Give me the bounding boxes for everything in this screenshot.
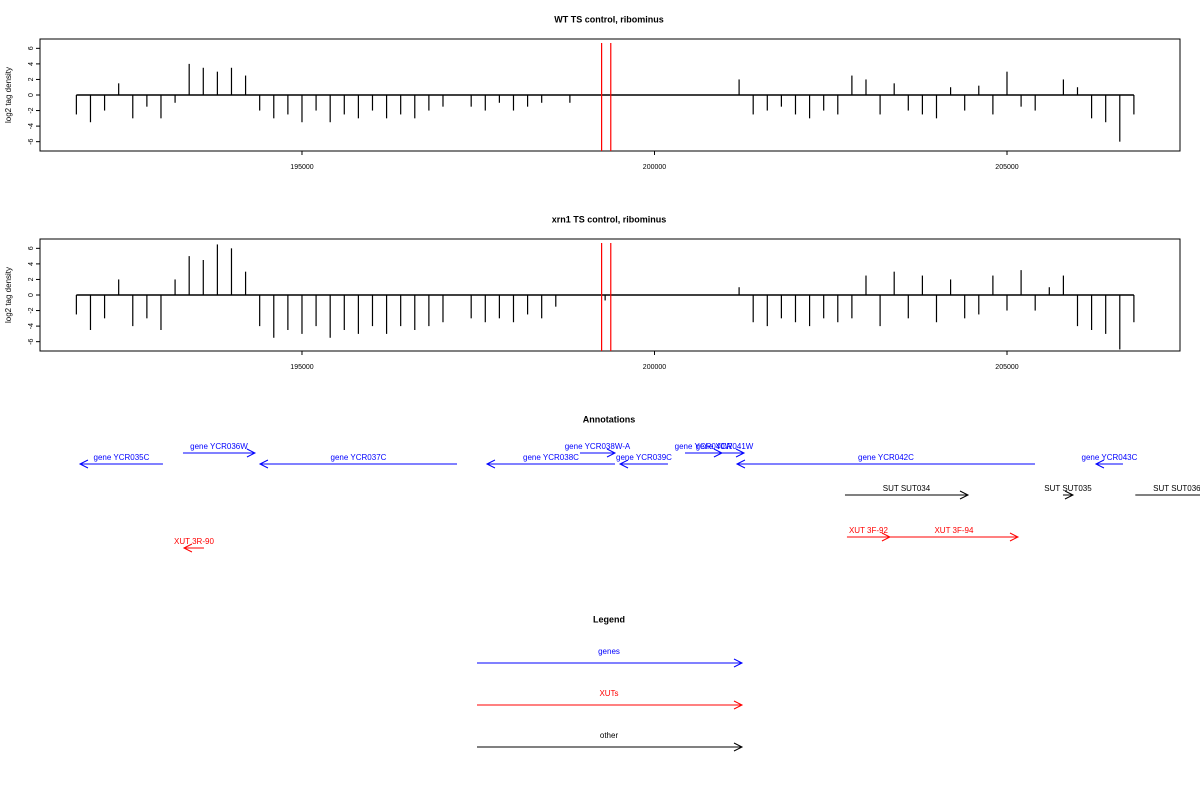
annotations-title: Annotations <box>583 414 636 424</box>
y-axis-label: log2 tag density <box>4 267 13 323</box>
y-tick-label: 0 <box>28 293 35 297</box>
feature-label: gene YCR042C <box>858 453 914 462</box>
feature-arrow-head <box>606 448 617 458</box>
x-tick-label: 200000 <box>643 364 666 371</box>
legend-arrow-head <box>733 658 744 668</box>
y-tick-label: -6 <box>28 338 35 344</box>
feature-label: SUT SUT036 <box>1153 484 1200 493</box>
feature-arrow-head <box>618 459 629 469</box>
y-tick-label: -4 <box>28 123 35 129</box>
legend-label: other <box>600 731 619 740</box>
feature-label: SUT SUT035 <box>1044 484 1092 493</box>
y-tick-label: -6 <box>28 138 35 144</box>
y-tick-label: 6 <box>28 246 35 250</box>
feature-arrow-head <box>881 532 892 542</box>
x-tick-label: 205000 <box>995 364 1018 371</box>
feature-label: gene YCR035C <box>94 453 150 462</box>
legend-label: XUTs <box>599 689 618 698</box>
legend-label: genes <box>598 647 620 656</box>
feature-label: gene YCR039C <box>616 453 672 462</box>
feature-label: gene YCR040W <box>675 442 733 451</box>
feature-label: gene YCR038C <box>523 453 579 462</box>
feature-arrow-head <box>1009 532 1020 542</box>
y-tick-label: 6 <box>28 46 35 50</box>
feature-arrow-head <box>735 459 746 469</box>
y-tick-label: -4 <box>28 323 35 329</box>
feature-arrow-head <box>246 448 257 458</box>
feature-arrow-head <box>182 543 193 553</box>
chart-title: xrn1 TS control, ribominus <box>552 214 667 224</box>
feature-arrow-head <box>959 490 970 500</box>
y-axis-label: log2 tag density <box>4 67 13 123</box>
feature-label: XUT 3F-92 <box>849 526 889 535</box>
y-tick-label: 4 <box>28 262 35 266</box>
feature-label: gene YCR038W-A <box>565 442 631 451</box>
feature-arrow-head <box>78 459 89 469</box>
feature-label: gene YCR036W <box>190 442 248 451</box>
feature-label: gene YCR037C <box>331 453 387 462</box>
feature-label: gene YCR041W <box>696 442 754 451</box>
feature-arrow-head <box>1064 490 1075 500</box>
feature-arrow-head <box>1094 459 1105 469</box>
feature-label: gene YCR043C <box>1082 453 1138 462</box>
feature-label: XUT 3F-94 <box>934 526 974 535</box>
legend-arrow-head <box>733 700 744 710</box>
y-tick-label: 4 <box>28 62 35 66</box>
x-tick-label: 200000 <box>643 164 666 171</box>
legend-arrow-head <box>733 742 744 752</box>
y-tick-label: -2 <box>28 107 35 113</box>
x-tick-label: 195000 <box>290 164 313 171</box>
feature-arrow-head <box>485 459 496 469</box>
legend-title: Legend <box>593 614 625 624</box>
chart-title: WT TS control, ribominus <box>554 14 664 24</box>
y-tick-label: -2 <box>28 307 35 313</box>
feature-arrow-head <box>258 459 269 469</box>
feature-arrow-head <box>735 448 746 458</box>
x-tick-label: 195000 <box>290 364 313 371</box>
y-tick-label: 2 <box>28 277 35 281</box>
y-tick-label: 2 <box>28 77 35 81</box>
y-tick-label: 0 <box>28 93 35 97</box>
x-tick-label: 205000 <box>995 164 1018 171</box>
feature-label: XUT 3R-90 <box>174 537 214 546</box>
feature-label: SUT SUT034 <box>883 484 931 493</box>
